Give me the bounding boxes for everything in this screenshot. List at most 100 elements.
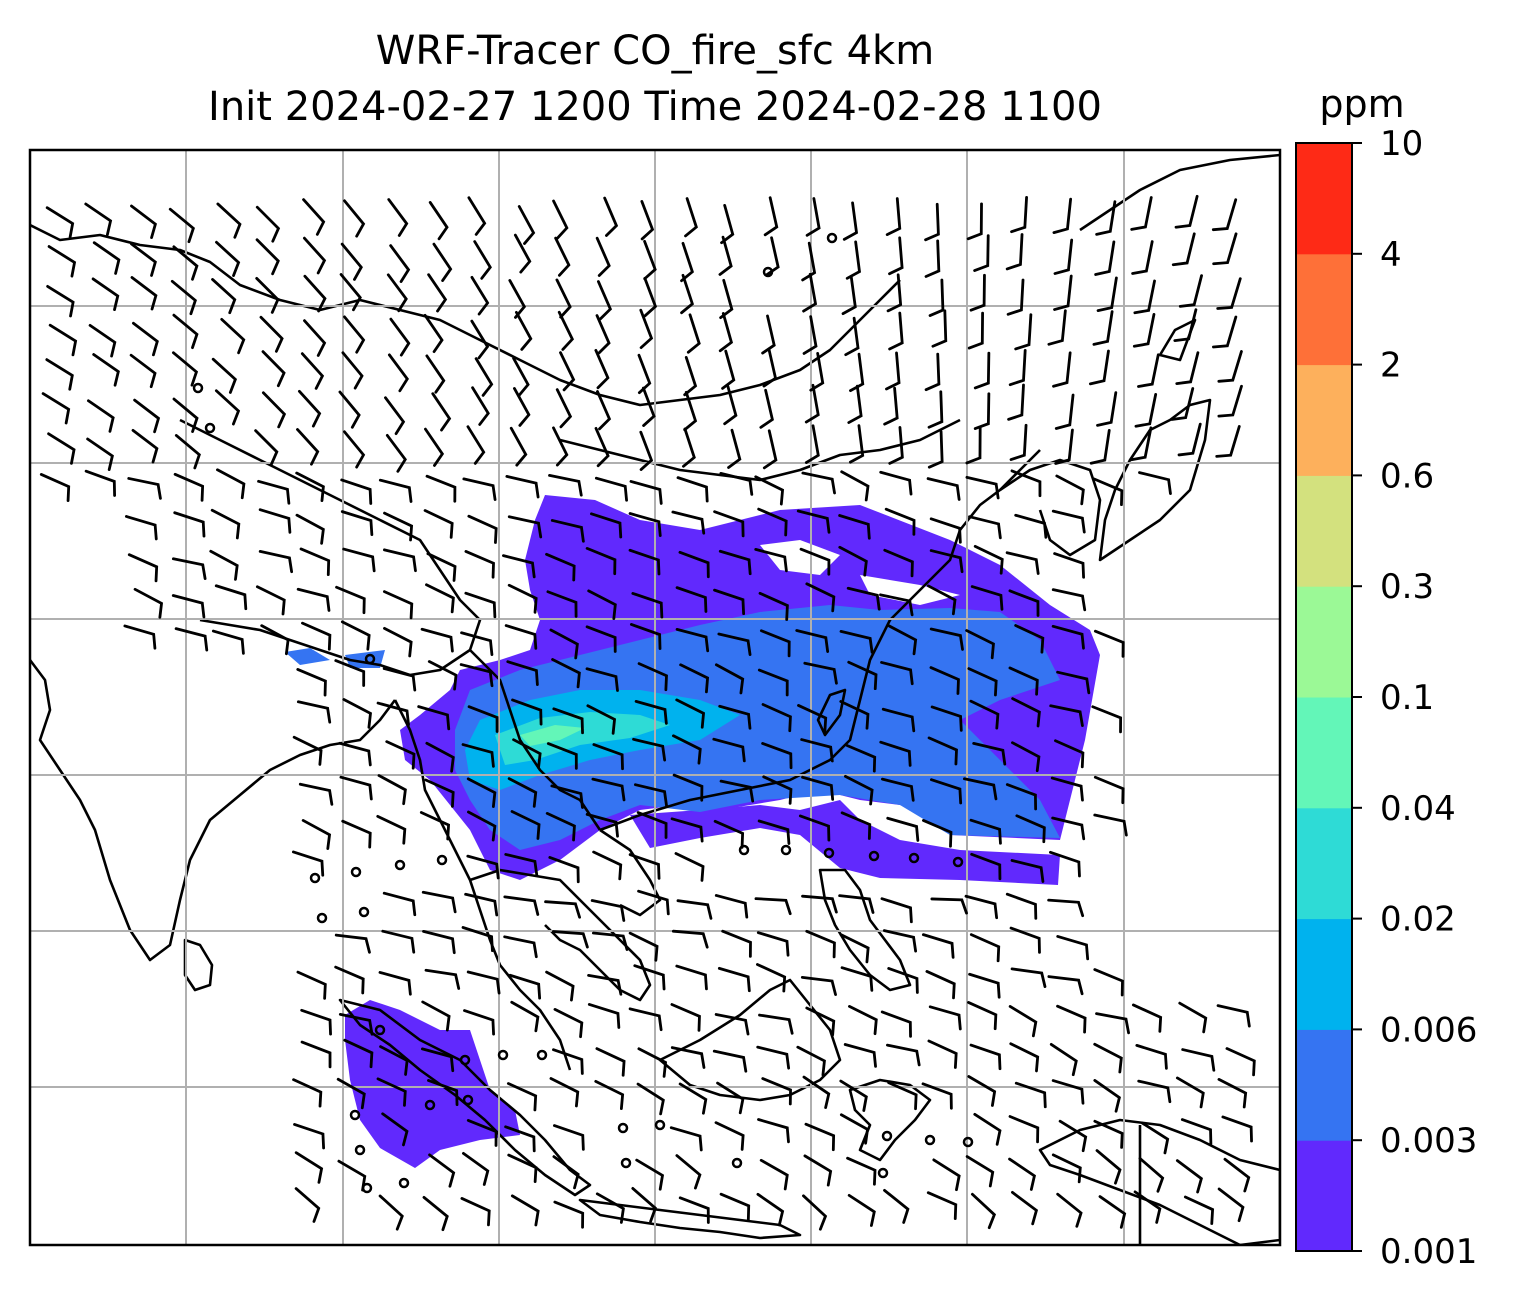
wind-barb xyxy=(554,236,571,277)
colorbar-bin xyxy=(1296,697,1352,809)
coastline-new-guinea xyxy=(1038,1118,1280,1245)
wind-barb xyxy=(1216,277,1242,310)
wind-barb xyxy=(845,744,877,773)
wind-barb xyxy=(503,935,538,959)
wind-barb xyxy=(1005,892,1038,920)
wind-barb-calm xyxy=(394,859,406,871)
wind-barb xyxy=(1011,741,1041,773)
wind-barb xyxy=(302,236,327,275)
wind-barb xyxy=(462,1151,490,1186)
wind-barb xyxy=(639,430,654,471)
wind-barb-calm xyxy=(497,1049,509,1061)
wind-barb xyxy=(381,1112,409,1147)
wind-barb xyxy=(879,593,914,617)
wind-barb xyxy=(841,275,857,316)
wind-barb xyxy=(459,663,494,688)
wind-barb xyxy=(460,631,494,657)
wind-barb xyxy=(967,1001,998,1031)
wind-barb xyxy=(506,1082,538,1112)
wind-barb xyxy=(713,588,746,616)
wind-barb xyxy=(1056,670,1091,695)
wind-barb xyxy=(1217,1187,1245,1223)
wind-barb xyxy=(505,475,540,499)
wind-barb xyxy=(555,278,572,319)
wind-barb xyxy=(376,701,410,727)
wind-barb xyxy=(628,548,661,576)
wind-barb xyxy=(41,392,71,425)
wind-barb xyxy=(294,1151,324,1184)
wind-barb xyxy=(1135,1043,1168,1070)
wind-barb xyxy=(387,353,409,393)
wind-barb-calm xyxy=(877,1167,889,1179)
wind-barb xyxy=(295,513,325,545)
wind-barb xyxy=(464,892,499,917)
wind-barb xyxy=(86,437,114,471)
wind-barb xyxy=(509,426,528,467)
wind-barb xyxy=(929,517,962,544)
wind-barb xyxy=(466,970,501,995)
wind-barb xyxy=(296,970,327,1000)
wind-barb xyxy=(130,204,157,239)
wind-barb xyxy=(84,202,113,236)
wind-barb xyxy=(258,550,294,574)
wind-barb xyxy=(1131,1003,1163,1033)
wind-barb xyxy=(885,197,902,236)
colorbar: 0.001 0.003 0.006 0.02 0.04 0.1 0.3 0.6 2 4 10 ppm xyxy=(1295,82,1477,1272)
wind-barb xyxy=(297,389,322,428)
wind-barb xyxy=(255,276,280,314)
wind-barb-calm xyxy=(354,1144,366,1156)
wind-barb xyxy=(423,509,454,539)
wind-barb xyxy=(968,515,1002,540)
wind-barb xyxy=(928,1005,962,1031)
wind-barb xyxy=(1089,429,1111,465)
wind-barb xyxy=(39,473,71,502)
wind-barb xyxy=(1217,1078,1248,1109)
wind-barb xyxy=(1216,1004,1251,1028)
wind-barb xyxy=(585,667,619,692)
wind-barb xyxy=(842,201,859,241)
colorbar-bin xyxy=(1296,253,1352,366)
wind-barb xyxy=(585,625,617,653)
wind-barb xyxy=(295,471,325,503)
wind-barb-calm xyxy=(881,1130,893,1142)
wind-barb xyxy=(1052,197,1073,234)
wind-barb-calm xyxy=(424,1099,436,1111)
wind-barb xyxy=(1015,814,1046,844)
wind-barb xyxy=(545,970,575,1002)
colorbar-tick-label: 0.04 xyxy=(1380,789,1456,829)
wind-barb xyxy=(1051,1079,1085,1105)
wind-barb xyxy=(800,738,834,763)
wind-barb xyxy=(378,478,413,503)
wind-barb xyxy=(220,317,246,355)
wind-barb xyxy=(303,274,327,313)
wind-barb xyxy=(965,426,982,465)
wind-barb xyxy=(803,1154,833,1187)
wind-barb xyxy=(1175,1076,1205,1109)
wind-barb xyxy=(802,1194,828,1231)
wind-barb xyxy=(921,1082,953,1110)
wind-barb xyxy=(879,470,913,496)
wind-barb xyxy=(720,204,735,245)
wind-barb xyxy=(301,819,332,851)
wind-barb xyxy=(670,1003,701,1032)
wind-barb xyxy=(510,1194,540,1227)
wind-barb xyxy=(965,1155,995,1188)
wind-barb xyxy=(1011,1191,1039,1226)
wind-barb xyxy=(124,515,158,541)
wind-barb xyxy=(427,273,448,313)
wind-barb xyxy=(1180,1118,1213,1146)
wind-barb xyxy=(805,929,836,959)
wind-barb xyxy=(718,235,733,276)
wind-barb xyxy=(1221,1115,1253,1143)
wind-barb xyxy=(460,1197,491,1227)
wind-barb xyxy=(969,699,1000,730)
wind-barb xyxy=(675,627,710,653)
plume-sumatra xyxy=(345,1000,520,1168)
colorbar-tick-label: 0.02 xyxy=(1380,900,1456,940)
wind-barb xyxy=(512,738,542,769)
wind-barb xyxy=(1054,393,1075,430)
wind-barb xyxy=(880,661,914,686)
wind-barb xyxy=(291,850,325,877)
wind-barb xyxy=(1212,315,1238,349)
